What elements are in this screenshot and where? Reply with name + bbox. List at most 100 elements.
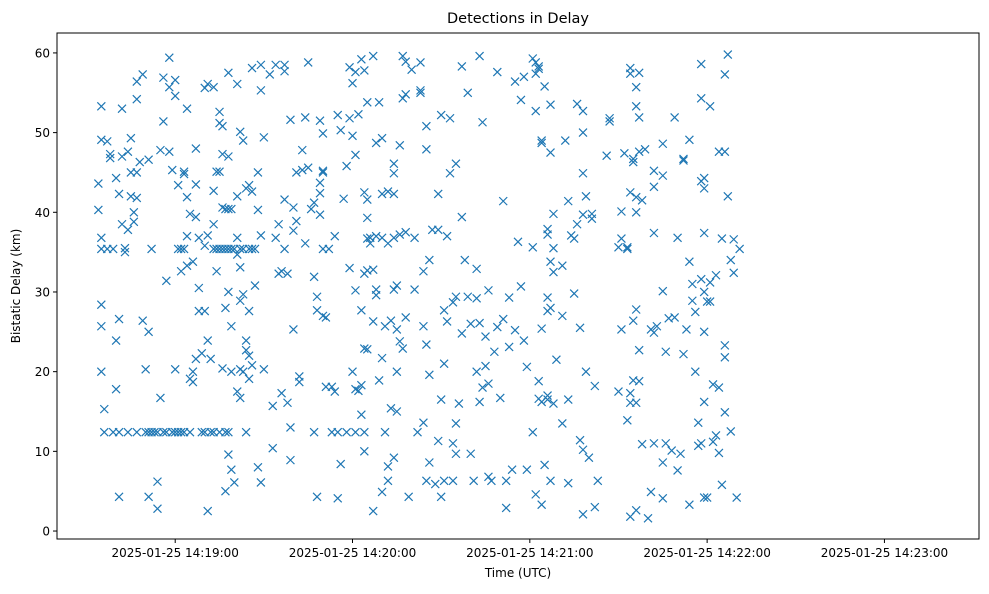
data-point xyxy=(448,438,458,448)
data-point xyxy=(144,327,154,337)
data-point xyxy=(528,427,538,437)
data-point xyxy=(699,327,709,337)
data-point xyxy=(519,336,529,346)
data-point xyxy=(457,62,467,71)
data-point xyxy=(182,104,192,114)
data-point xyxy=(132,427,142,437)
data-point xyxy=(259,364,269,374)
y-tick-label: 20 xyxy=(35,365,50,379)
data-point xyxy=(203,506,213,516)
data-point xyxy=(575,435,585,445)
data-point xyxy=(451,419,461,428)
data-point xyxy=(309,427,319,437)
data-point xyxy=(362,97,372,107)
data-point xyxy=(96,233,106,243)
data-point xyxy=(259,132,269,142)
data-point xyxy=(359,66,369,75)
data-point xyxy=(232,387,242,397)
data-point xyxy=(291,168,301,177)
x-tick-label: 2025-01-25 14:22:00 xyxy=(643,546,770,560)
y-axis-ticks: 0 10 20 30 40 50 60 xyxy=(35,46,57,539)
data-point xyxy=(531,69,541,79)
data-point xyxy=(209,82,219,92)
data-point xyxy=(516,95,526,105)
data-point xyxy=(351,427,360,437)
data-point xyxy=(209,219,219,229)
data-point xyxy=(649,438,659,448)
data-point xyxy=(368,317,378,326)
data-point xyxy=(241,336,251,346)
data-point xyxy=(631,207,641,217)
data-point xyxy=(365,238,375,248)
data-point xyxy=(587,214,597,224)
data-point xyxy=(144,492,154,502)
data-point xyxy=(164,82,174,92)
data-point xyxy=(448,297,458,307)
data-point xyxy=(679,156,688,165)
data-point xyxy=(528,54,538,63)
data-point xyxy=(176,427,186,437)
data-point xyxy=(469,476,479,486)
data-point xyxy=(218,121,227,131)
data-point xyxy=(649,328,659,338)
data-point xyxy=(617,234,626,244)
data-point xyxy=(356,410,366,420)
data-point xyxy=(549,243,558,253)
data-point xyxy=(714,383,724,393)
data-point xyxy=(546,148,555,157)
data-point xyxy=(170,91,180,101)
data-point xyxy=(386,403,396,413)
data-point xyxy=(416,88,425,98)
data-point xyxy=(720,352,730,362)
data-point xyxy=(182,261,192,271)
data-point xyxy=(395,230,405,240)
data-point xyxy=(472,264,482,274)
data-point xyxy=(436,110,446,120)
data-point xyxy=(448,476,458,486)
data-point xyxy=(250,244,260,254)
data-point xyxy=(223,287,233,297)
data-point xyxy=(634,147,644,157)
data-point xyxy=(628,316,638,326)
data-point xyxy=(504,293,514,302)
data-point xyxy=(445,168,455,178)
data-point xyxy=(297,165,307,175)
data-point xyxy=(244,351,254,361)
data-point xyxy=(371,231,381,241)
data-point xyxy=(472,367,482,377)
data-point xyxy=(696,274,706,284)
data-point xyxy=(345,62,354,72)
data-point xyxy=(507,465,517,475)
data-point xyxy=(226,465,236,475)
data-point xyxy=(622,242,632,252)
data-point xyxy=(557,419,567,428)
data-point xyxy=(374,376,384,385)
data-point xyxy=(673,466,683,475)
data-point xyxy=(200,83,210,93)
data-point xyxy=(389,285,399,295)
data-point xyxy=(628,154,638,164)
data-point xyxy=(640,144,650,154)
data-point xyxy=(353,109,363,119)
data-point xyxy=(416,58,425,67)
data-point xyxy=(209,186,219,196)
data-point xyxy=(498,196,508,206)
data-point xyxy=(182,192,192,202)
data-point xyxy=(605,117,615,126)
data-point xyxy=(424,255,434,265)
data-point xyxy=(156,393,165,403)
data-point xyxy=(191,144,201,153)
data-point xyxy=(729,268,739,278)
data-point xyxy=(475,397,485,407)
data-point xyxy=(318,128,328,138)
data-point xyxy=(348,131,357,141)
data-point xyxy=(353,386,363,396)
data-point xyxy=(368,51,378,61)
data-point xyxy=(286,423,295,432)
data-point xyxy=(330,231,340,241)
data-point xyxy=(401,57,411,67)
data-point xyxy=(466,319,476,329)
data-point xyxy=(404,492,414,502)
data-point xyxy=(628,157,638,167)
data-point xyxy=(720,70,730,79)
